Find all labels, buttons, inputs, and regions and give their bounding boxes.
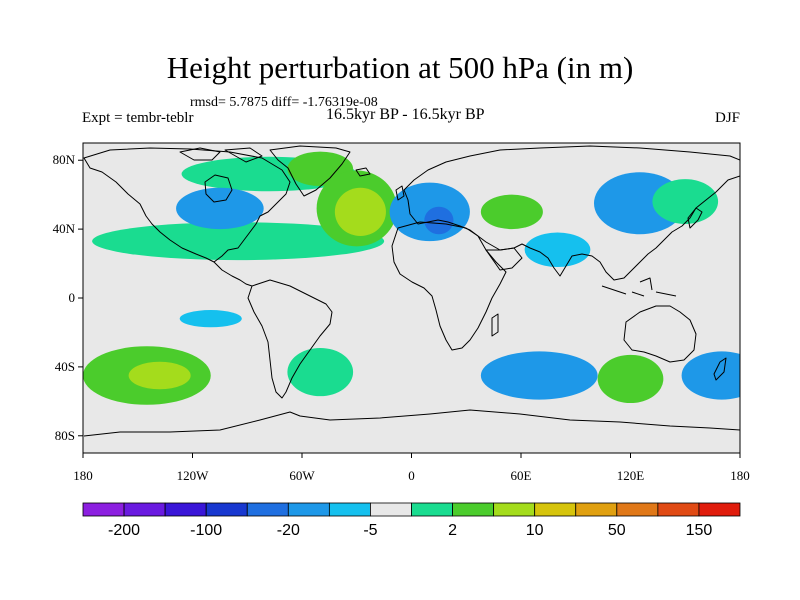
chart-title: Height perturbation at 500 hPa (in m) bbox=[166, 50, 634, 85]
longitude-ticks: 180 120W 60W 0 60E 120E 180 bbox=[73, 453, 750, 483]
colorbar-bin bbox=[82, 502, 125, 517]
lat-tick-label: 80S bbox=[55, 428, 75, 443]
coastline-japan bbox=[687, 207, 703, 229]
colorbar: -200 -100 -20 -5 2 10 50 150 bbox=[82, 502, 741, 539]
field-feature-3 bbox=[176, 187, 264, 230]
colorbar-bin bbox=[287, 502, 330, 517]
coastline-south-america bbox=[247, 279, 333, 399]
colorbar-bin bbox=[411, 502, 453, 517]
coastline-greenland bbox=[269, 145, 351, 197]
lat-tick-label: 80N bbox=[53, 152, 76, 167]
coastline-antarctica bbox=[83, 409, 740, 437]
lat-tick-label: 40N bbox=[53, 221, 76, 236]
latitude-ticks: 80N 40N 0 40S 80S bbox=[53, 152, 83, 443]
colorbar-bin bbox=[575, 502, 618, 517]
lon-tick-label: 60E bbox=[511, 468, 532, 483]
lon-tick-label: 60W bbox=[289, 468, 315, 483]
field-feature-8 bbox=[480, 194, 543, 230]
lon-tick-label: 180 bbox=[730, 468, 750, 483]
colorbar-label: -200 bbox=[108, 522, 140, 539]
field-feature-16 bbox=[480, 351, 598, 400]
field-feature-11 bbox=[652, 179, 719, 224]
coastline-new-zealand bbox=[713, 357, 727, 381]
colorbar-label: 50 bbox=[608, 522, 626, 539]
colorbar-bin bbox=[164, 502, 207, 517]
coastline-british-isles bbox=[395, 185, 405, 201]
field-feature-18 bbox=[681, 351, 740, 400]
field-feature-5 bbox=[334, 187, 386, 236]
colorbar-label: -100 bbox=[190, 522, 222, 539]
field-feature-13 bbox=[128, 361, 191, 390]
lat-tick-label: 0 bbox=[69, 290, 76, 305]
coastline-indonesia bbox=[601, 277, 677, 297]
coastline-north-america bbox=[83, 147, 291, 263]
colorbar-bin bbox=[452, 502, 495, 517]
colorbar-label: 150 bbox=[686, 522, 713, 539]
field-feature-9 bbox=[524, 232, 591, 267]
coastline-hudson-bay bbox=[204, 174, 233, 203]
lon-tick-label: 0 bbox=[408, 468, 415, 483]
colorbar-bin bbox=[493, 502, 536, 517]
colorbar-label: -5 bbox=[363, 522, 377, 539]
perturbation-field bbox=[83, 151, 740, 405]
field-feature-14 bbox=[179, 310, 242, 328]
coastline-iceland bbox=[355, 167, 371, 177]
period-label: 16.5kyr BP - 16.5kyr BP bbox=[326, 106, 485, 123]
coastline-australia bbox=[623, 305, 697, 363]
field-feature-2 bbox=[92, 222, 385, 261]
colorbar-label: 10 bbox=[526, 522, 544, 539]
colorbar-bin bbox=[123, 502, 166, 517]
colorbar-bin bbox=[370, 502, 412, 517]
colorbar-bin bbox=[698, 502, 741, 517]
colorbar-label: 2 bbox=[448, 522, 457, 539]
coastline-eurasia bbox=[403, 145, 740, 281]
lon-tick-label: 120E bbox=[617, 468, 645, 483]
coastline-africa bbox=[391, 221, 507, 351]
colorbar-bin bbox=[246, 502, 289, 517]
colorbar-bin bbox=[205, 502, 248, 517]
lon-tick-label: 120W bbox=[177, 468, 210, 483]
field-feature-15 bbox=[287, 347, 354, 397]
field-feature-17 bbox=[597, 354, 664, 404]
colorbar-label: -20 bbox=[277, 522, 300, 539]
colorbar-bin bbox=[328, 502, 371, 517]
stats-line: rmsd= 5.7875 diff= -1.76319e-08 bbox=[190, 95, 378, 110]
colorbar-bin bbox=[657, 502, 700, 517]
coastline-madagascar bbox=[491, 313, 499, 337]
colorbar-bin bbox=[616, 502, 659, 517]
coastline-arctic-islands bbox=[179, 147, 263, 163]
colorbar-bin bbox=[534, 502, 577, 517]
lat-tick-label: 40S bbox=[55, 359, 75, 374]
coastline-arabia bbox=[485, 247, 523, 271]
experiment-label: Expt = tembr-teblr bbox=[82, 110, 194, 126]
lon-tick-label: 180 bbox=[73, 468, 93, 483]
coastlines bbox=[83, 145, 740, 437]
season-label: DJF bbox=[714, 110, 740, 126]
coastline-central-america bbox=[213, 261, 253, 287]
